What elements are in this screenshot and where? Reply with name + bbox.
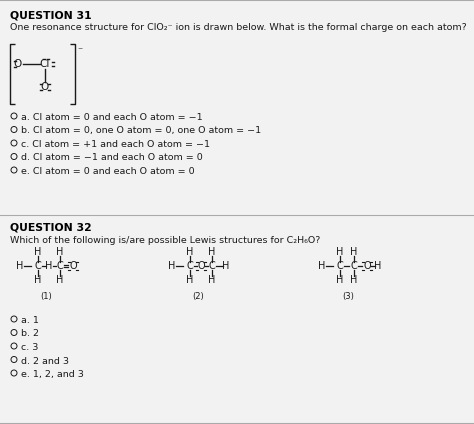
Text: O: O bbox=[41, 82, 49, 92]
Text: O: O bbox=[363, 261, 371, 271]
Text: H: H bbox=[350, 247, 358, 257]
Text: H: H bbox=[186, 247, 194, 257]
Text: H: H bbox=[16, 261, 24, 271]
Text: O: O bbox=[69, 261, 77, 271]
Text: d. Cl atom = −1 and each O atom = 0: d. Cl atom = −1 and each O atom = 0 bbox=[21, 153, 203, 162]
Text: QUESTION 31: QUESTION 31 bbox=[10, 10, 91, 20]
Text: d. 2 and 3: d. 2 and 3 bbox=[21, 357, 69, 365]
Text: H: H bbox=[186, 275, 194, 285]
Text: H: H bbox=[374, 261, 382, 271]
Text: H: H bbox=[208, 275, 216, 285]
Text: C: C bbox=[351, 261, 357, 271]
Text: b. Cl atom = 0, one O atom = 0, one O atom = −1: b. Cl atom = 0, one O atom = 0, one O at… bbox=[21, 126, 261, 136]
Text: H: H bbox=[222, 261, 230, 271]
Text: c. Cl atom = +1 and each O atom = −1: c. Cl atom = +1 and each O atom = −1 bbox=[21, 140, 210, 149]
Text: H: H bbox=[168, 261, 176, 271]
Text: (1): (1) bbox=[40, 292, 52, 301]
Text: O: O bbox=[14, 59, 22, 69]
Text: H: H bbox=[350, 275, 358, 285]
Text: Which of the following is/are possible Lewis structures for C₂H₆O?: Which of the following is/are possible L… bbox=[10, 236, 320, 245]
Text: One resonance structure for ClO₂⁻ ion is drawn below. What is the formal charge : One resonance structure for ClO₂⁻ ion is… bbox=[10, 23, 467, 32]
Text: C: C bbox=[187, 261, 193, 271]
Text: C: C bbox=[337, 261, 343, 271]
Text: a. 1: a. 1 bbox=[21, 316, 39, 325]
Text: H: H bbox=[319, 261, 326, 271]
Text: H: H bbox=[34, 275, 42, 285]
Text: H: H bbox=[208, 247, 216, 257]
Text: H: H bbox=[337, 275, 344, 285]
Text: a. Cl atom = 0 and each O atom = −1: a. Cl atom = 0 and each O atom = −1 bbox=[21, 113, 202, 122]
Text: H: H bbox=[337, 247, 344, 257]
Text: Cl: Cl bbox=[40, 59, 50, 69]
Text: e. 1, 2, and 3: e. 1, 2, and 3 bbox=[21, 370, 84, 379]
Text: QUESTION 32: QUESTION 32 bbox=[10, 223, 92, 233]
Text: (2): (2) bbox=[192, 292, 204, 301]
Text: H: H bbox=[56, 247, 64, 257]
Text: O: O bbox=[197, 261, 205, 271]
Text: ⁻: ⁻ bbox=[77, 46, 82, 56]
Text: e. Cl atom = 0 and each O atom = 0: e. Cl atom = 0 and each O atom = 0 bbox=[21, 167, 195, 176]
Text: H: H bbox=[56, 275, 64, 285]
Text: b. 2: b. 2 bbox=[21, 329, 39, 338]
Text: c. 3: c. 3 bbox=[21, 343, 38, 352]
Text: C: C bbox=[56, 261, 64, 271]
Text: C: C bbox=[209, 261, 215, 271]
Text: H: H bbox=[46, 261, 53, 271]
Text: C: C bbox=[35, 261, 41, 271]
Text: H: H bbox=[34, 247, 42, 257]
Text: (3): (3) bbox=[342, 292, 354, 301]
